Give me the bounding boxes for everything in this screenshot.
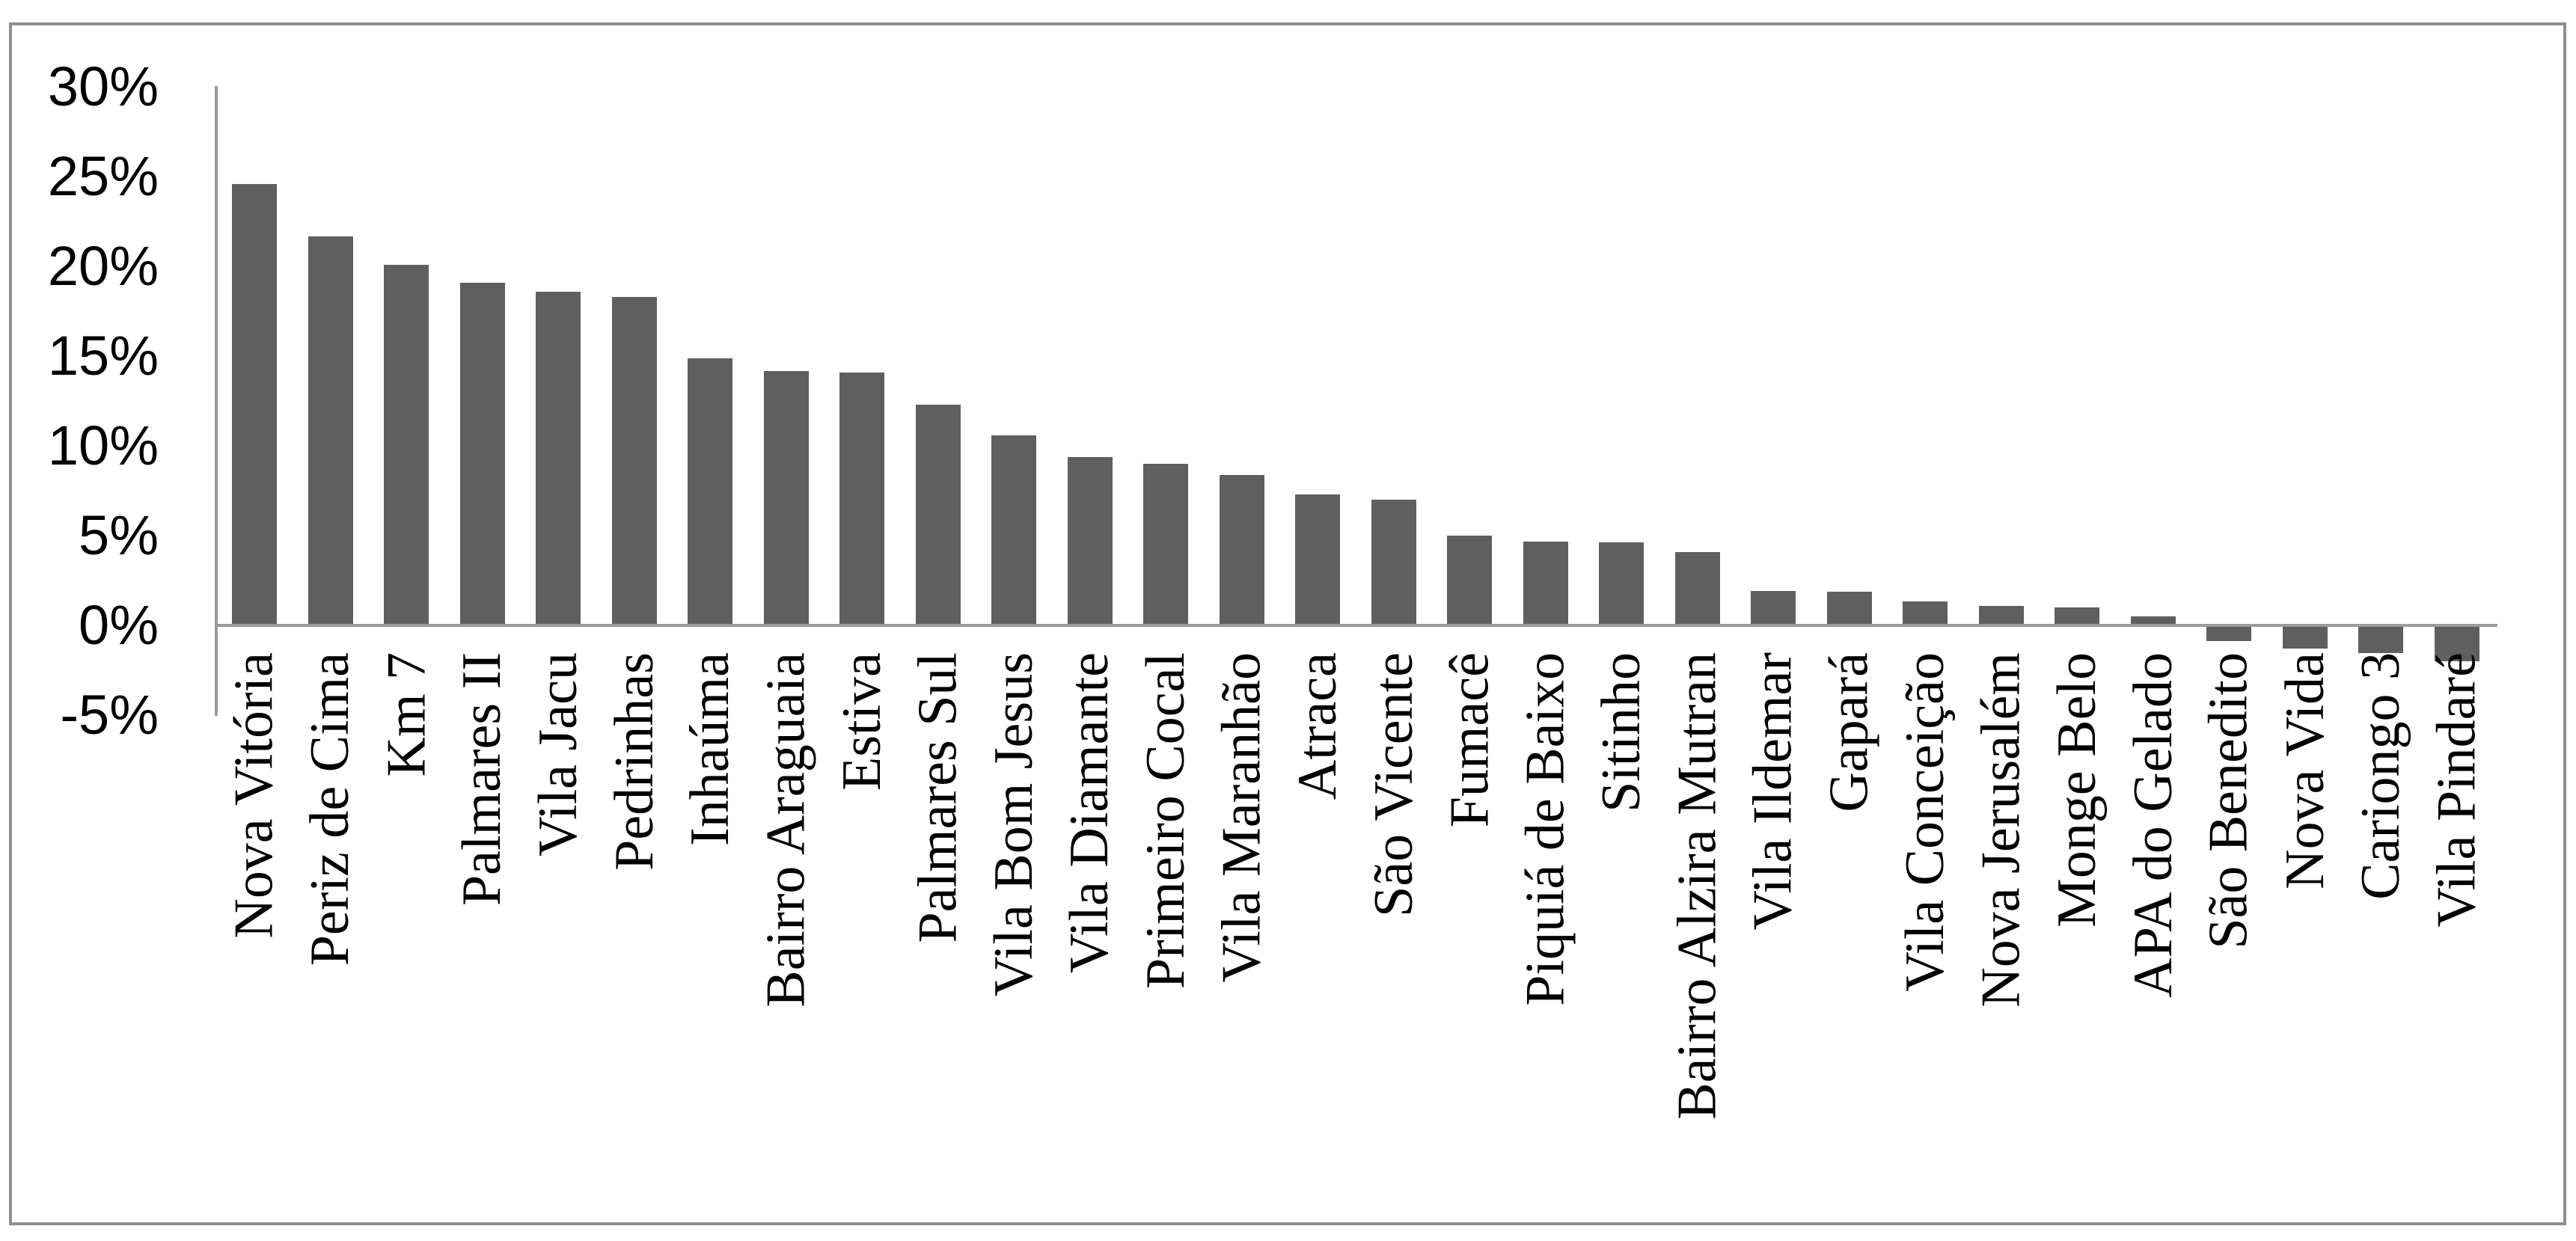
category-label: Periz de Cima [299, 652, 361, 966]
bar [1447, 536, 1492, 624]
bar [839, 373, 884, 624]
bar [1903, 601, 1948, 624]
category-label: Piquiá de Baixo [1514, 652, 1576, 1006]
bar [308, 236, 353, 624]
bar [1826, 591, 1872, 624]
y-axis-tick-label: 25% [47, 145, 159, 207]
category-label: Nova Jerusalém [1970, 652, 2032, 1008]
y-axis-tick-label: 30% [47, 55, 159, 117]
y-axis-tick-label: -5% [60, 684, 159, 746]
bar [688, 358, 732, 624]
bar [384, 265, 429, 624]
category-label: Vila Conceição [1894, 652, 1956, 992]
y-axis-tick-label: 5% [79, 504, 159, 566]
category-label: Sitinho [1591, 652, 1652, 812]
bar [1751, 590, 1796, 624]
bar [1219, 474, 1264, 624]
category-label: Estiva [831, 652, 893, 791]
bar [1599, 542, 1644, 624]
bar [1295, 494, 1340, 624]
category-label: Gapará [1818, 652, 1880, 812]
bar [2206, 627, 2251, 642]
category-label: Vila Bom Jesus [983, 652, 1044, 997]
category-label: APA do Gelado [2122, 652, 2184, 998]
bar [991, 435, 1036, 624]
bar [1978, 606, 2024, 624]
category-label: Pedrinhas [603, 652, 665, 871]
category-label: Atraca [1287, 652, 1348, 800]
category-label: Monge Belo [2046, 652, 2108, 928]
category-label: Vila Pindaré [2426, 652, 2488, 928]
bar [536, 292, 581, 624]
category-label: Vila Jacu [527, 652, 589, 857]
category-label: Primeiro Cocal [1135, 652, 1196, 990]
bar [915, 405, 961, 624]
y-axis-line [215, 86, 218, 716]
y-axis-tick-label: 15% [47, 325, 159, 387]
category-label: Cariongo 3 [2350, 652, 2411, 900]
category-label: Nova Vida [2274, 652, 2336, 889]
y-axis-tick-label: 20% [47, 235, 159, 297]
bar [1523, 541, 1568, 624]
category-label: Vila Ildemar [1743, 652, 1804, 931]
category-label: Nova Vitória [224, 652, 285, 939]
category-label: Palmares II [451, 652, 513, 907]
category-label: Palmares Sul [907, 652, 969, 943]
y-axis-tick-label: 10% [47, 414, 159, 477]
category-label: Vila Maranhão [1211, 652, 1273, 983]
bar [1674, 552, 1720, 624]
bar [2055, 607, 2099, 624]
bar [2282, 627, 2328, 649]
category-label: Vila Diamante [1059, 652, 1121, 974]
category-label: Bairro Araguaia [755, 652, 817, 1008]
bar [232, 184, 277, 624]
bar [763, 370, 809, 624]
category-label: São Vicente [1362, 652, 1425, 917]
bar [611, 297, 657, 624]
category-label: Fumacê [1439, 652, 1500, 828]
bar [1371, 500, 1416, 624]
bar [459, 283, 505, 624]
bar [2130, 616, 2176, 624]
category-label: Bairro Alzira Mutran [1666, 652, 1728, 1120]
category-label: Inhaúma [679, 652, 741, 846]
bar [1143, 464, 1188, 624]
bar [2434, 627, 2479, 661]
bar [1067, 456, 1113, 624]
category-label: Km 7 [376, 652, 437, 777]
category-label: São Benedito [2198, 652, 2260, 949]
x-axis-baseline [215, 624, 2497, 627]
chart-outer-frame [9, 22, 2566, 1225]
bar [2358, 627, 2403, 653]
y-axis-tick-label: 0% [79, 594, 159, 656]
